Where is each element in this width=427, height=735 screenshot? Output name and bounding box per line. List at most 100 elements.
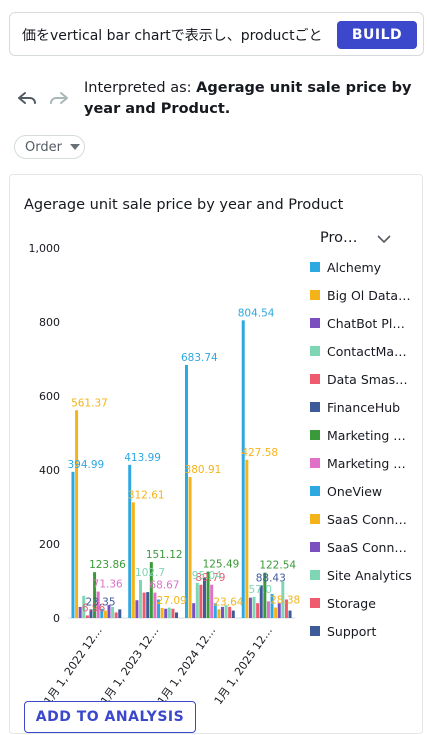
- legend-swatch: [310, 458, 320, 468]
- bar[interactable]: [107, 605, 111, 618]
- interpreted-as-text: Interpreted as: Agerage unit sale price …: [84, 78, 419, 120]
- bar[interactable]: [184, 365, 188, 618]
- bar[interactable]: [217, 609, 221, 618]
- x-tick-label: 1月 1, 2022 12…: [41, 624, 104, 707]
- bar[interactable]: [146, 592, 150, 618]
- bar[interactable]: [266, 601, 270, 618]
- bar[interactable]: [167, 607, 171, 618]
- bar[interactable]: [270, 593, 274, 618]
- legend-item[interactable]: ChatBot Pl…: [310, 315, 405, 331]
- bar[interactable]: [245, 459, 249, 618]
- bar[interactable]: [142, 592, 146, 618]
- chevron-down-icon[interactable]: [376, 233, 392, 245]
- bar[interactable]: [252, 596, 256, 618]
- data-label: 151.12: [146, 549, 183, 561]
- bar[interactable]: [160, 607, 164, 618]
- bar[interactable]: [256, 603, 260, 618]
- bar[interactable]: [118, 609, 122, 618]
- legend-swatch: [310, 318, 320, 328]
- order-label: Order: [25, 139, 62, 155]
- add-to-analysis-button[interactable]: ADD TO ANALYSIS: [24, 701, 196, 733]
- legend-item[interactable]: Marketing …: [310, 427, 406, 443]
- bar[interactable]: [131, 502, 135, 618]
- bar[interactable]: [228, 606, 232, 618]
- bar[interactable]: [111, 606, 115, 618]
- legend-swatch: [310, 542, 320, 552]
- bar[interactable]: [202, 577, 206, 618]
- legend-item[interactable]: Alchemy: [310, 259, 381, 275]
- bar[interactable]: [241, 320, 245, 618]
- bar[interactable]: [284, 599, 288, 619]
- bar[interactable]: [71, 471, 75, 618]
- bar[interactable]: [171, 608, 175, 618]
- legend-item[interactable]: Support: [310, 623, 376, 639]
- bar[interactable]: [277, 603, 281, 618]
- data-label: 23.64: [213, 596, 243, 608]
- y-tick-label: 1,000: [29, 242, 61, 255]
- legend-item[interactable]: Marketing …: [310, 455, 406, 471]
- legend-item[interactable]: Site Analytics: [310, 567, 412, 583]
- bar[interactable]: [149, 562, 153, 618]
- data-label: 312.61: [128, 489, 165, 501]
- bar[interactable]: [139, 580, 143, 618]
- bar[interactable]: [82, 595, 86, 618]
- bar[interactable]: [259, 585, 263, 618]
- legend-label: Storage: [327, 595, 376, 611]
- bar[interactable]: [188, 477, 192, 618]
- bar[interactable]: [114, 612, 118, 618]
- legend-header[interactable]: Pro…: [320, 230, 358, 246]
- bar[interactable]: [85, 615, 89, 618]
- bar[interactable]: [93, 572, 97, 618]
- bar[interactable]: [100, 608, 104, 618]
- legend-item[interactable]: Storage: [310, 595, 376, 611]
- bar[interactable]: [195, 582, 199, 618]
- bar[interactable]: [164, 608, 168, 618]
- undo-icon[interactable]: [15, 88, 39, 110]
- bar[interactable]: [175, 612, 179, 618]
- bar[interactable]: [78, 606, 82, 618]
- legend-item[interactable]: SaaS Conn…: [310, 539, 407, 555]
- order-dropdown[interactable]: Order: [14, 135, 85, 159]
- data-label: 6.96: [82, 602, 106, 614]
- legend-swatch: [310, 626, 320, 636]
- bar[interactable]: [288, 610, 292, 618]
- bar[interactable]: [213, 603, 217, 618]
- redo-icon[interactable]: [47, 88, 71, 110]
- query-input-bar[interactable]: 価をvertical bar chartで表示し、productごと BUILD: [9, 12, 424, 56]
- bar[interactable]: [210, 584, 214, 618]
- data-label: 123.86: [89, 559, 126, 571]
- legend-item[interactable]: FinanceHub: [310, 399, 400, 415]
- bar[interactable]: [281, 581, 285, 618]
- legend-swatch: [310, 262, 320, 272]
- bar[interactable]: [224, 605, 228, 618]
- bar[interactable]: [274, 607, 278, 618]
- legend-item[interactable]: Data Smas…: [310, 371, 408, 387]
- legend-item[interactable]: ContactMa…: [310, 343, 407, 359]
- bar[interactable]: [220, 606, 224, 618]
- interpreted-prefix: Interpreted as:: [84, 80, 197, 96]
- bar[interactable]: [199, 584, 203, 618]
- data-label: 71.36: [93, 579, 123, 591]
- legend-label: Data Smas…: [327, 371, 408, 387]
- legend-swatch: [310, 514, 320, 524]
- bar[interactable]: [103, 610, 107, 618]
- bar[interactable]: [206, 571, 210, 618]
- bar[interactable]: [128, 464, 132, 618]
- bar[interactable]: [263, 572, 267, 618]
- legend-item[interactable]: SaaS Conn…: [310, 511, 407, 527]
- legend-item[interactable]: OneView: [310, 483, 382, 499]
- bar[interactable]: [231, 610, 235, 618]
- bar[interactable]: [192, 603, 196, 618]
- bar[interactable]: [135, 600, 139, 618]
- bar[interactable]: [248, 597, 252, 618]
- data-label: 380.91: [185, 464, 222, 476]
- y-tick-label: 600: [39, 390, 60, 403]
- bar[interactable]: [153, 592, 157, 618]
- bar[interactable]: [75, 410, 79, 618]
- bar[interactable]: [96, 591, 100, 618]
- build-button[interactable]: BUILD: [337, 21, 417, 49]
- legend-item[interactable]: Big Ol Data…: [310, 287, 411, 303]
- bar[interactable]: [157, 599, 161, 619]
- bar[interactable]: [89, 609, 93, 618]
- query-input[interactable]: 価をvertical bar chartで表示し、productごと: [22, 28, 323, 44]
